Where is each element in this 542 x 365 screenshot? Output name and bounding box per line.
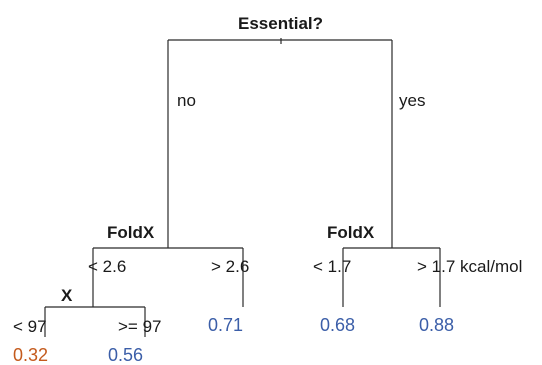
leaf-value: 0.71 [208, 315, 244, 335]
foldx-left-high-label: > 2.6 [211, 257, 250, 276]
foldx-left-split-label: FoldX [107, 223, 155, 242]
leaf-value: 0.68 [320, 315, 356, 335]
leaf-value: 0.32 [13, 345, 49, 365]
foldx-right-split-label: FoldX [327, 223, 375, 242]
leaf-value: 0.56 [108, 345, 144, 365]
foldx-left-low-label: < 2.6 [88, 257, 127, 276]
root-branch-no-label: no [177, 91, 196, 110]
x-low-label: < 97 [13, 317, 47, 336]
foldx-right-high-label: > 1.7 kcal/mol [417, 257, 523, 276]
leaf-value: 0.88 [419, 315, 455, 335]
root-split-label: Essential? [238, 14, 324, 33]
root-branch-yes-label: yes [399, 91, 426, 110]
foldx-right-low-label: < 1.7 [313, 257, 352, 276]
x-split-label: X [61, 286, 73, 305]
x-high-label: >= 97 [118, 317, 162, 336]
